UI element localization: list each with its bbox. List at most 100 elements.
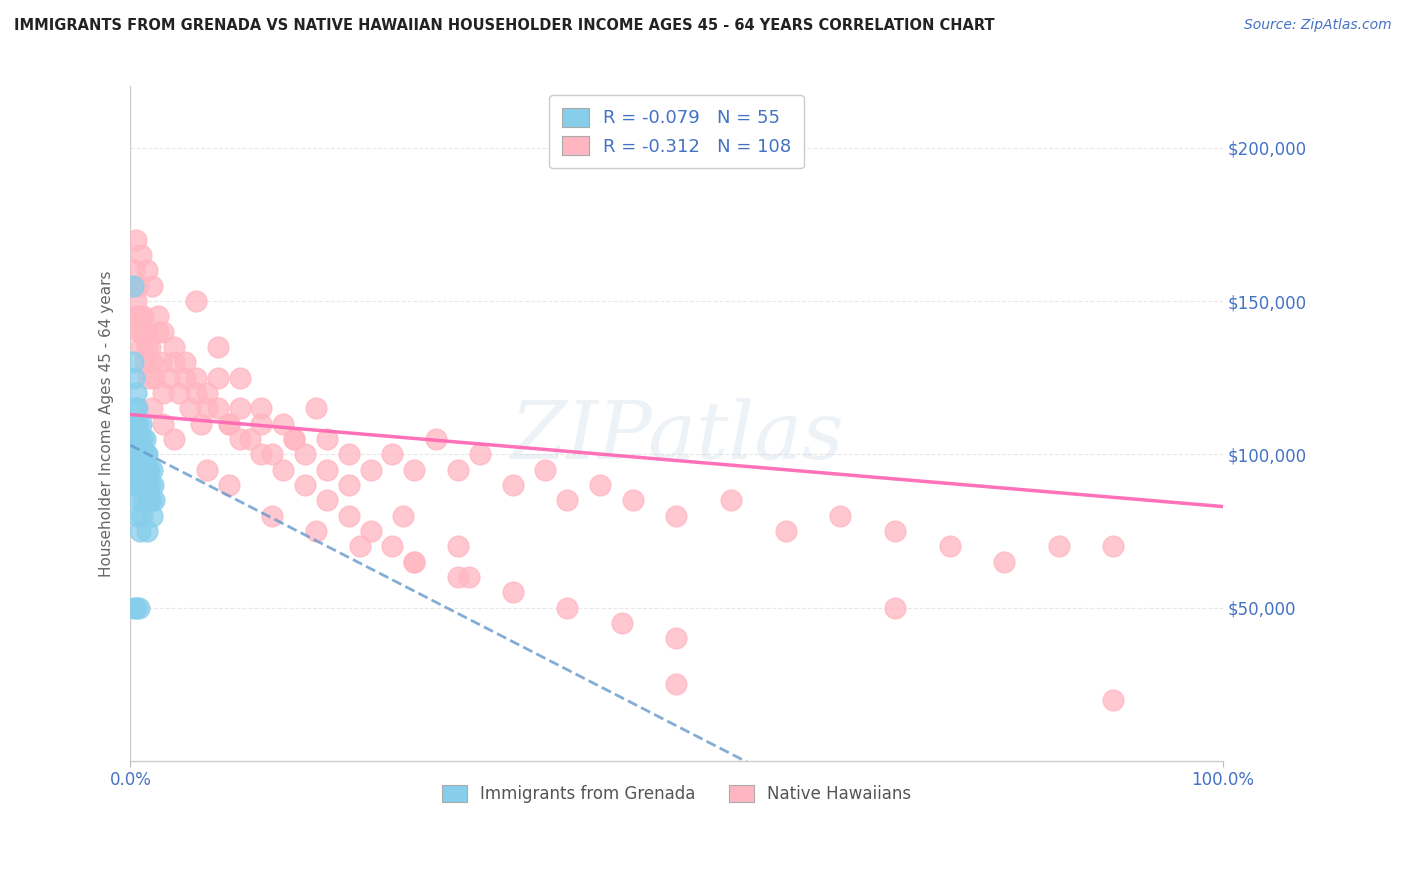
Point (534, 463, 557, 477)
Point (294, 447, 316, 461)
Point (195, 401, 218, 416)
Point (152, 325, 174, 339)
Legend: Immigrants from Grenada, Native Hawaiians: Immigrants from Grenada, Native Hawaiian… (432, 775, 921, 814)
Point (425, 432, 447, 446)
Point (121, 278, 143, 293)
Point (404, 555, 426, 569)
Point (337, 478, 360, 492)
Point (152, 417, 174, 431)
Point (305, 401, 328, 416)
Point (141, 508, 163, 523)
Point (128, 463, 150, 477)
Point (125, 432, 148, 446)
Point (337, 508, 360, 523)
Point (157, 370, 180, 384)
Point (184, 386, 207, 401)
Point (360, 463, 382, 477)
Point (1047, 540, 1070, 554)
Point (720, 493, 742, 508)
Point (127, 417, 149, 431)
Point (169, 386, 191, 401)
Point (143, 493, 166, 508)
Point (122, 447, 145, 461)
Point (349, 540, 371, 554)
Point (316, 463, 339, 477)
Point (129, 447, 152, 461)
Point (129, 478, 152, 492)
Point (135, 340, 157, 354)
Point (135, 478, 157, 492)
Point (392, 508, 415, 523)
Point (993, 555, 1015, 569)
Point (555, 600, 578, 615)
Point (129, 447, 152, 461)
Y-axis label: Householder Income Ages 45 - 64 years: Householder Income Ages 45 - 64 years (100, 270, 114, 577)
Point (207, 340, 229, 354)
Point (190, 417, 212, 431)
Point (146, 310, 169, 324)
Point (665, 632, 688, 646)
Point (665, 677, 688, 691)
Point (146, 325, 169, 339)
Point (337, 447, 360, 461)
Point (152, 386, 174, 401)
Point (207, 401, 229, 416)
Point (124, 432, 146, 446)
Point (141, 355, 163, 369)
Point (135, 325, 157, 339)
Point (136, 463, 159, 477)
Point (125, 463, 148, 477)
Point (665, 508, 688, 523)
Text: Source: ZipAtlas.com: Source: ZipAtlas.com (1244, 18, 1392, 32)
Point (218, 478, 240, 492)
Point (141, 463, 163, 477)
Point (129, 417, 152, 431)
Point (122, 417, 145, 431)
Point (283, 432, 305, 446)
Point (134, 463, 156, 477)
Point (131, 463, 153, 477)
Point (135, 447, 157, 461)
Point (179, 401, 201, 416)
Point (174, 370, 197, 384)
Point (127, 478, 149, 492)
Point (775, 524, 797, 538)
Point (132, 447, 155, 461)
Point (127, 278, 149, 293)
Point (271, 463, 294, 477)
Point (125, 447, 148, 461)
Point (938, 540, 960, 554)
Point (884, 524, 907, 538)
Point (184, 293, 207, 308)
Point (128, 432, 150, 446)
Point (271, 417, 294, 431)
Point (139, 493, 162, 508)
Point (447, 570, 470, 584)
Point (195, 386, 218, 401)
Point (134, 355, 156, 369)
Point (122, 263, 145, 277)
Point (143, 370, 166, 384)
Point (124, 401, 146, 416)
Point (228, 432, 250, 446)
Point (468, 447, 491, 461)
Point (135, 447, 157, 461)
Point (163, 432, 186, 446)
Point (129, 463, 152, 477)
Point (134, 432, 156, 446)
Point (127, 447, 149, 461)
Point (262, 508, 284, 523)
Point (139, 478, 162, 492)
Point (262, 447, 284, 461)
Point (129, 478, 152, 492)
Point (138, 463, 160, 477)
Point (207, 370, 229, 384)
Point (830, 508, 852, 523)
Point (250, 417, 273, 431)
Point (125, 386, 148, 401)
Point (381, 540, 404, 554)
Point (132, 310, 155, 324)
Point (135, 263, 157, 277)
Point (135, 478, 157, 492)
Point (294, 478, 316, 492)
